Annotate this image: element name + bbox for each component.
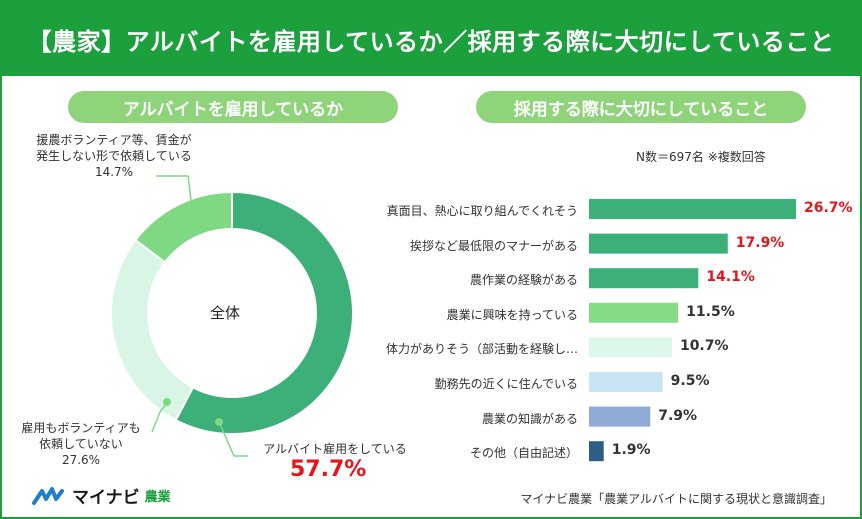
label-volunteer-only-line2: 発生しない形で依頼している: [36, 149, 192, 163]
bar-value-label: 7.9%: [658, 407, 698, 424]
bar-4: [589, 337, 672, 358]
logo-subtext: 農業: [144, 490, 171, 505]
mynavi-logo: マイナビ 農業: [32, 483, 171, 508]
bar-category-label: その他（自由記述）: [469, 446, 578, 461]
label-employ-value: 57.7%: [290, 457, 367, 482]
bar-category-label: 体力がありそう（部活動を経験し…: [385, 342, 578, 357]
leader-line-none: [151, 403, 167, 433]
label-none: 雇用もボランティアも 依頼していない 27.6%: [6, 420, 156, 468]
leader-line-employ: [219, 423, 248, 457]
label-volunteer-only-value: 14.7%: [94, 165, 134, 179]
label-employ-line1: アルバイト雇用をしている: [263, 442, 407, 456]
bar-heading: 採用する際に大切にしていること: [476, 91, 806, 123]
bar-1: [589, 233, 728, 254]
bar-category-label: 農業に興味を持っている: [446, 307, 578, 322]
bar-value-label: 10.7%: [679, 338, 729, 355]
donut-center-label: 全体: [210, 304, 241, 322]
donut-slice-2: [134, 190, 233, 264]
label-none-line2: 依頼していない: [39, 437, 123, 451]
label-volunteer-only: 援農ボランティア等、賃金が 発生しない形で依頼している 14.7%: [14, 132, 214, 180]
logo-mark-icon: [32, 486, 64, 505]
bar-6: [589, 406, 651, 427]
leader-dot-employ: [215, 418, 223, 426]
bar-2: [589, 268, 699, 289]
label-volunteer-only-line1: 援農ボランティア等、賃金が: [36, 133, 192, 147]
label-employ: アルバイト雇用をしている: [250, 441, 420, 457]
bar-value-label: 14.1%: [706, 269, 755, 286]
bar-category-label: 真面目、熱心に取り組んでくれそう: [386, 204, 578, 218]
logo-text: マイナビ: [72, 488, 140, 508]
bar-5: [589, 372, 663, 392]
label-none-value: 27.6%: [61, 453, 101, 467]
donut-heading: アルバイトを雇用しているか: [68, 91, 398, 123]
label-none-line1: 雇用もボランティアも: [21, 421, 141, 435]
bar-3: [589, 302, 679, 323]
bar-value-label: 11.5%: [686, 303, 735, 320]
source-note: マイナビ農業「農業アルバイトに関する現状と意識調査」: [520, 492, 832, 506]
leader-dot-none: [163, 398, 171, 406]
bar-7: [589, 441, 604, 462]
bar-0: [589, 199, 796, 219]
bar-category-label: 農業の知識がある: [481, 411, 578, 426]
bar-value-label: 17.9%: [735, 234, 785, 251]
bar-category-label: 勤務先の近くに住んでいる: [434, 377, 578, 391]
bar-category-label: 農作業の経験がある: [469, 273, 578, 288]
bar-category-label: 挨拶など最低限のマナーがある: [409, 238, 578, 253]
leader-line-volunteer: [156, 175, 193, 209]
donut-slice-1: [110, 238, 195, 422]
donut-slice-0: [174, 190, 354, 435]
bar-value-label: 26.7%: [804, 200, 853, 216]
leader-dot-volunteer: [188, 206, 196, 214]
bar-value-label: 1.9%: [611, 442, 651, 459]
sample-size-note: N数＝697名 ※複数回答: [636, 150, 766, 164]
page-title: 【農家】アルバイトを雇用しているか／採用する際に大切にしていること: [2, 2, 860, 76]
bar-value-label: 9.5%: [670, 373, 710, 389]
